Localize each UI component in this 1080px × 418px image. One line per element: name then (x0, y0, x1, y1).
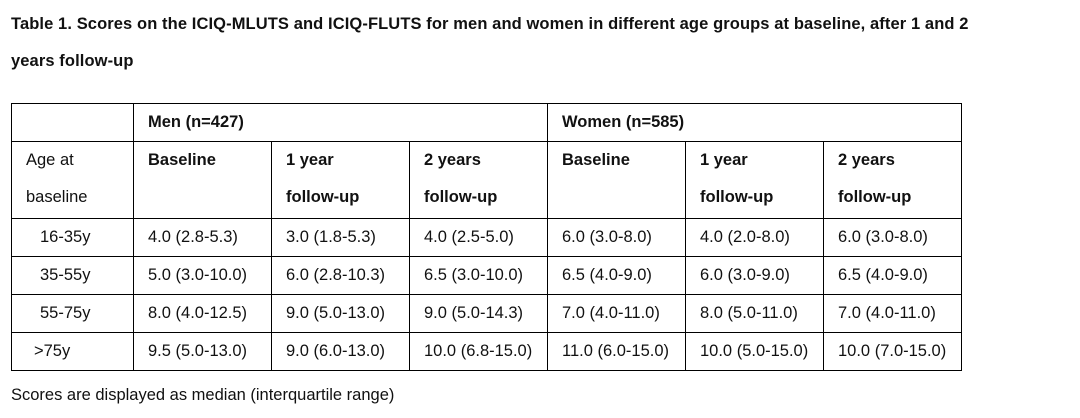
group-header-women: Women (n=585) (547, 103, 962, 142)
table-cell: 7.0 (4.0-11.0) (823, 294, 962, 333)
table-cell: 3.0 (1.8-5.3) (271, 218, 410, 257)
table-cell: 5.0 (3.0-10.0) (133, 256, 272, 295)
table-cell: 6.5 (4.0-9.0) (823, 256, 962, 295)
column-header-women-1year: 1 year follow-up (685, 141, 824, 219)
column-header-men-2years: 2 years follow-up (409, 141, 548, 219)
table-cell: 4.0 (2.8-5.3) (133, 218, 272, 257)
table-row: >75y 9.5 (5.0-13.0) 9.0 (6.0-13.0) 10.0 … (11, 332, 962, 371)
header-line1: Baseline (562, 151, 630, 169)
table-cell: 10.0 (6.8-15.0) (409, 332, 548, 371)
caption-line-1: Table 1. Scores on the ICIQ-MLUTS and IC… (11, 15, 969, 33)
row-age: 35-55y (11, 256, 134, 295)
header-line2: follow-up (286, 188, 360, 206)
header-line2: follow-up (700, 188, 774, 206)
table-cell: 6.0 (3.0-8.0) (823, 218, 962, 257)
table-cell: 4.0 (2.5-5.0) (409, 218, 548, 257)
caption-line-2: years follow-up (11, 52, 134, 70)
table-cell: 9.0 (6.0-13.0) (271, 332, 410, 371)
column-header-women-2years: 2 years follow-up (823, 141, 962, 219)
table-cell: 4.0 (2.0-8.0) (685, 218, 824, 257)
table-cell: 9.0 (5.0-13.0) (271, 294, 410, 333)
column-header-women-baseline: Baseline (547, 141, 686, 219)
column-header-men-1year: 1 year follow-up (271, 141, 410, 219)
table-cell: 10.0 (5.0-15.0) (685, 332, 824, 371)
header-line1: 2 years (838, 151, 895, 169)
header-line2: follow-up (838, 188, 912, 206)
table-cell: 8.0 (5.0-11.0) (685, 294, 824, 333)
table-cell: 7.0 (4.0-11.0) (547, 294, 686, 333)
table-row: 35-55y 5.0 (3.0-10.0) 6.0 (2.8-10.3) 6.5… (11, 256, 962, 295)
table-cell: 11.0 (6.0-15.0) (547, 332, 686, 371)
group-header-men: Men (n=427) (133, 103, 548, 142)
table-cell: 6.0 (3.0-9.0) (685, 256, 824, 295)
column-header-age-line2: baseline (26, 188, 88, 206)
table-cell: 6.5 (4.0-9.0) (547, 256, 686, 295)
table-cell: 8.0 (4.0-12.5) (133, 294, 272, 333)
row-age: 55-75y (11, 294, 134, 333)
group-header-empty (11, 103, 134, 142)
table-cell: 6.0 (2.8-10.3) (271, 256, 410, 295)
table-footnote: Scores are displayed as median (interqua… (11, 386, 395, 404)
table-cell: 9.0 (5.0-14.3) (409, 294, 548, 333)
header-line1: 1 year (286, 151, 334, 169)
table-cell: 9.5 (5.0-13.0) (133, 332, 272, 371)
scores-table: Men (n=427) Women (n=585) Age at baselin… (11, 103, 962, 371)
table-caption: Table 1. Scores on the ICIQ-MLUTS and IC… (11, 6, 1071, 80)
table-cell: 6.0 (3.0-8.0) (547, 218, 686, 257)
column-header-age-line1: Age at (26, 151, 74, 169)
table-row: 55-75y 8.0 (4.0-12.5) 9.0 (5.0-13.0) 9.0… (11, 294, 962, 333)
table-row: 16-35y 4.0 (2.8-5.3) 3.0 (1.8-5.3) 4.0 (… (11, 218, 962, 257)
row-age: 16-35y (11, 218, 134, 257)
header-line1: 1 year (700, 151, 748, 169)
column-header-men-baseline: Baseline (133, 141, 272, 219)
column-header-row: Age at baseline Baseline 1 year follow-u… (11, 141, 962, 219)
header-line1: 2 years (424, 151, 481, 169)
row-age: >75y (11, 332, 134, 371)
table-cell: 6.5 (3.0-10.0) (409, 256, 548, 295)
header-line2: follow-up (424, 188, 498, 206)
column-header-age: Age at baseline (11, 141, 134, 219)
table-cell: 10.0 (7.0-15.0) (823, 332, 962, 371)
header-line1: Baseline (148, 151, 216, 169)
group-header-row: Men (n=427) Women (n=585) (11, 103, 962, 142)
